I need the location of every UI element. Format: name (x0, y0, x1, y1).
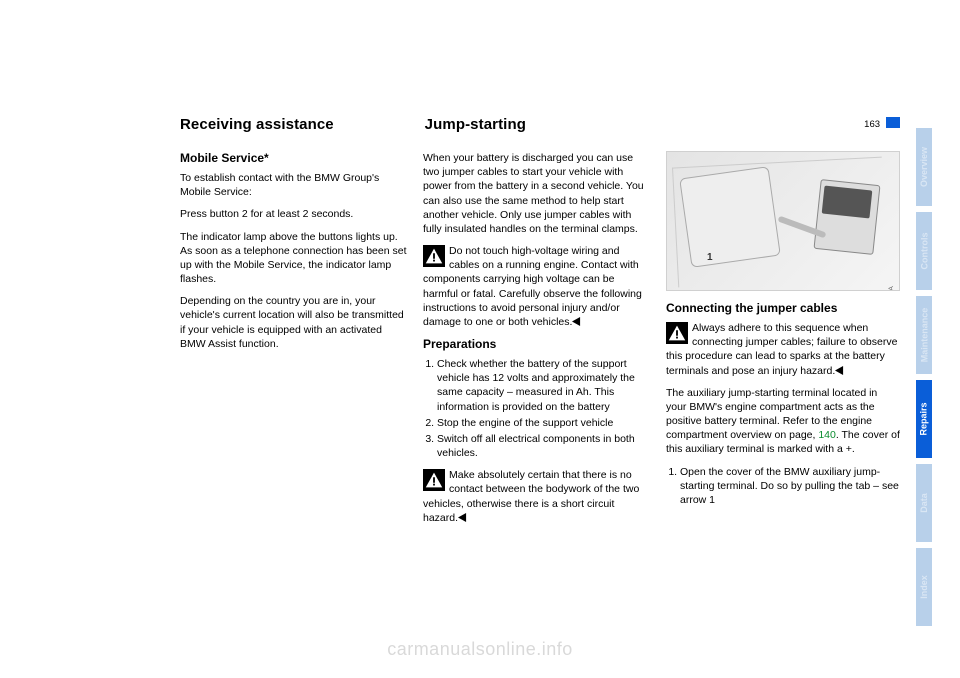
manual-page: Receiving assistance Jump-starting 163 M… (0, 0, 960, 678)
prep-step-1: Check whether the battery of the support… (437, 357, 652, 414)
prep-step-2: Stop the engine of the support vehicle (437, 416, 652, 430)
text-columns: Mobile Service* To establish contact wit… (180, 151, 900, 533)
col3-p1: The auxiliary jump-starting terminal loc… (666, 386, 900, 457)
preparations-list: Check whether the battery of the support… (423, 357, 652, 460)
warning-icon (666, 322, 688, 344)
tab-overview[interactable]: Overview (916, 128, 932, 206)
column-3: 1 MA390M120MA Connecting the jumper cabl… (666, 151, 900, 533)
tab-data[interactable]: Data (916, 464, 932, 542)
subhead-mobile-service: Mobile Service* (180, 151, 409, 165)
connecting-list: Open the cover of the BMW auxiliary jump… (666, 465, 900, 508)
watermark: carmanualsonline.info (0, 639, 960, 660)
col1-p3: The indicator lamp above the buttons lig… (180, 230, 409, 287)
end-triangle-icon (835, 366, 844, 375)
side-tabs: Overview Controls Maintenance Repairs Da… (916, 128, 932, 632)
page-number: 163 (864, 119, 880, 130)
tab-maintenance[interactable]: Maintenance (916, 296, 932, 374)
col3-warn1: Always adhere to this sequence when conn… (666, 321, 900, 378)
tab-controls[interactable]: Controls (916, 212, 932, 290)
subhead-connecting-cables: Connecting the jumper cables (666, 301, 900, 315)
content-area: Receiving assistance Jump-starting 163 M… (180, 116, 900, 533)
warning-block-3: Always adhere to this sequence when conn… (666, 321, 900, 378)
col1-p1: To establish contact with the BMW Group'… (180, 171, 409, 199)
tab-repairs[interactable]: Repairs (916, 380, 932, 458)
col2-warn1: Do not touch high-voltage wiring and cab… (423, 244, 652, 329)
page-ref-link[interactable]: 140 (818, 429, 836, 441)
column-2: When your battery is discharged you can … (423, 151, 652, 533)
tab-index[interactable]: Index (916, 548, 932, 626)
col1-p4: Depending on the country you are in, you… (180, 294, 409, 351)
col1-p2: Press button 2 for at least 2 seconds. (180, 207, 409, 221)
page-marker (886, 117, 900, 128)
warning-icon (423, 245, 445, 267)
column-1: Mobile Service* To establish contact wit… (180, 151, 409, 533)
subhead-preparations: Preparations (423, 337, 652, 351)
header-row: Receiving assistance Jump-starting 163 (180, 116, 900, 133)
col2-p1: When your battery is discharged you can … (423, 151, 652, 236)
warning-block-2: Make absolutely certain that there is no… (423, 468, 652, 525)
warning-block-1: Do not touch high-voltage wiring and cab… (423, 244, 652, 329)
prep-step-3: Switch off all electrical components in … (437, 432, 652, 460)
engine-compartment-figure: 1 MA390M120MA (666, 151, 900, 291)
heading-receiving-assistance: Receiving assistance (180, 116, 411, 133)
warning-icon (423, 469, 445, 491)
end-triangle-icon (572, 317, 581, 326)
figure-code: MA390M120MA (888, 286, 895, 291)
heading-jump-starting: Jump-starting (425, 116, 656, 133)
connect-step-1: Open the cover of the BMW auxiliary jump… (680, 465, 900, 508)
col2-warn2: Make absolutely certain that there is no… (423, 468, 652, 525)
end-triangle-icon (458, 513, 467, 522)
